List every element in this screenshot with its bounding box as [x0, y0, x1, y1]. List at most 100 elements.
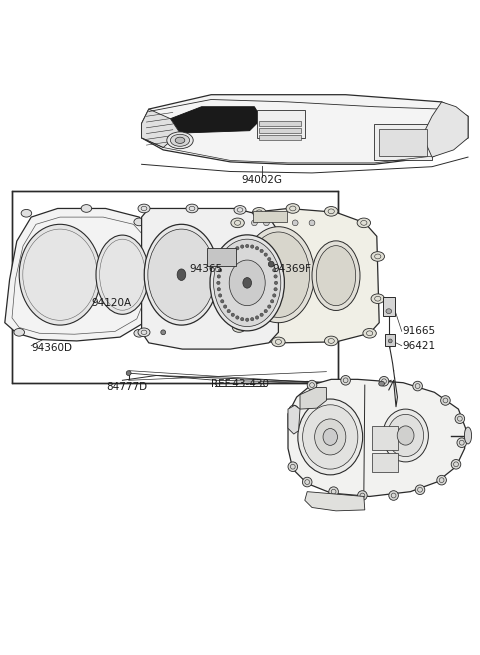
Ellipse shape [19, 224, 101, 325]
Ellipse shape [397, 426, 414, 445]
Bar [379, 129, 427, 156]
Bar [383, 297, 395, 316]
Text: 96421: 96421 [402, 341, 435, 350]
Ellipse shape [231, 250, 235, 253]
Ellipse shape [251, 318, 254, 321]
Ellipse shape [286, 204, 300, 214]
Ellipse shape [292, 220, 298, 226]
Ellipse shape [186, 204, 198, 213]
Ellipse shape [324, 336, 338, 346]
Bar [372, 426, 398, 450]
Ellipse shape [234, 206, 246, 214]
Ellipse shape [231, 313, 235, 316]
Ellipse shape [341, 375, 350, 385]
Ellipse shape [274, 275, 277, 278]
Ellipse shape [148, 229, 215, 320]
Bar [372, 453, 398, 472]
Polygon shape [422, 102, 468, 157]
Ellipse shape [231, 218, 244, 228]
Ellipse shape [221, 263, 224, 266]
Ellipse shape [289, 405, 299, 415]
Ellipse shape [268, 261, 274, 267]
Ellipse shape [298, 399, 363, 475]
Text: 94360D: 94360D [31, 343, 72, 352]
Ellipse shape [274, 288, 277, 291]
Ellipse shape [147, 290, 158, 298]
Ellipse shape [267, 257, 271, 261]
Ellipse shape [415, 485, 425, 495]
Ellipse shape [383, 409, 428, 462]
Ellipse shape [210, 235, 284, 331]
Ellipse shape [270, 299, 274, 303]
Ellipse shape [387, 415, 423, 457]
Ellipse shape [329, 487, 338, 496]
Polygon shape [142, 95, 468, 164]
Ellipse shape [457, 438, 467, 447]
Ellipse shape [441, 396, 450, 405]
Polygon shape [142, 208, 278, 349]
Ellipse shape [288, 462, 298, 472]
Ellipse shape [232, 323, 246, 332]
Ellipse shape [240, 318, 244, 321]
Polygon shape [5, 208, 156, 341]
Ellipse shape [224, 305, 227, 309]
Ellipse shape [275, 281, 277, 284]
Text: 94369F: 94369F [273, 264, 312, 274]
Ellipse shape [161, 330, 166, 335]
Bar [259, 121, 301, 126]
Ellipse shape [270, 263, 274, 266]
Ellipse shape [217, 281, 220, 284]
Ellipse shape [96, 235, 149, 314]
Text: 91665: 91665 [402, 326, 435, 336]
Ellipse shape [264, 309, 267, 313]
Ellipse shape [379, 377, 389, 386]
Ellipse shape [267, 305, 271, 309]
Polygon shape [300, 388, 326, 409]
Ellipse shape [224, 257, 227, 261]
Ellipse shape [388, 339, 392, 343]
Ellipse shape [309, 220, 315, 226]
Bar [259, 136, 301, 140]
Ellipse shape [272, 337, 285, 346]
Ellipse shape [316, 246, 356, 306]
Text: REF.43-430: REF.43-430 [211, 379, 269, 388]
Ellipse shape [167, 132, 193, 149]
Ellipse shape [270, 234, 282, 243]
Ellipse shape [389, 491, 398, 500]
Ellipse shape [371, 294, 384, 303]
Bar [207, 248, 236, 266]
Ellipse shape [314, 419, 346, 455]
Ellipse shape [126, 371, 131, 375]
Ellipse shape [138, 328, 150, 337]
Ellipse shape [451, 460, 461, 469]
Ellipse shape [324, 206, 338, 216]
Bar [12, 191, 338, 383]
Ellipse shape [252, 208, 266, 217]
Ellipse shape [144, 224, 218, 325]
Polygon shape [288, 379, 466, 496]
Ellipse shape [357, 218, 371, 228]
Text: 94002G: 94002G [241, 175, 282, 185]
Ellipse shape [273, 294, 276, 297]
Ellipse shape [246, 244, 249, 248]
Ellipse shape [177, 269, 186, 280]
Ellipse shape [413, 381, 422, 391]
Ellipse shape [255, 316, 259, 319]
Ellipse shape [464, 427, 471, 444]
Ellipse shape [272, 299, 283, 308]
Ellipse shape [227, 253, 230, 256]
Ellipse shape [218, 294, 222, 297]
Bar [257, 110, 305, 138]
Ellipse shape [379, 381, 384, 386]
Ellipse shape [175, 137, 185, 143]
Bar [385, 334, 395, 346]
Ellipse shape [242, 227, 314, 323]
Text: 94365: 94365 [190, 264, 223, 274]
Polygon shape [288, 405, 300, 434]
Ellipse shape [236, 316, 239, 319]
Ellipse shape [302, 477, 312, 487]
Ellipse shape [217, 275, 220, 278]
Ellipse shape [229, 260, 265, 306]
Bar [259, 128, 301, 133]
Polygon shape [305, 492, 365, 511]
